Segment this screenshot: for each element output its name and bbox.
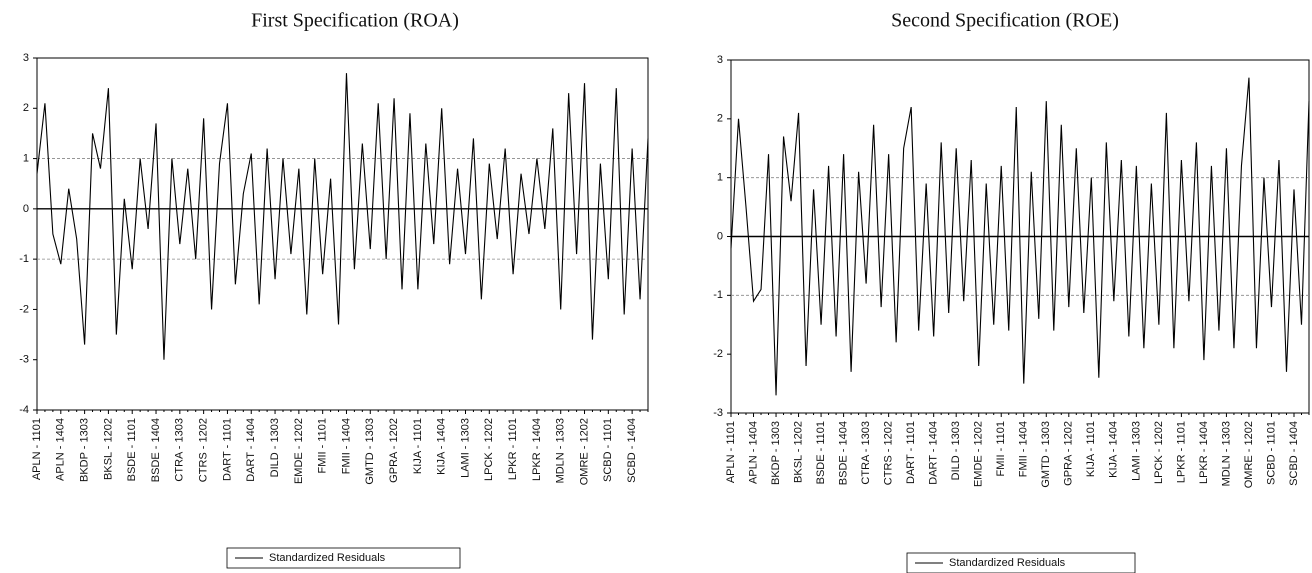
legend-box xyxy=(906,552,1136,573)
x-tick-label: CTRA - 1303 xyxy=(174,418,186,482)
x-tick-label: EMDE - 1202 xyxy=(973,421,985,487)
x-tick-label: LPKR - 1101 xyxy=(507,418,519,480)
x-tick-label: GPRA - 1202 xyxy=(388,418,400,483)
x-tick-label: LPCK - 1202 xyxy=(483,418,495,481)
y-tick-label: 2 xyxy=(717,113,723,125)
legend-label: Standardized Residuals xyxy=(269,552,386,564)
x-tick-label: SCBD - 1404 xyxy=(1288,421,1300,486)
y-tick-label: -4 xyxy=(19,404,29,416)
x-tick-label: FMII - 1101 xyxy=(317,418,329,473)
y-tick-label: 0 xyxy=(23,203,29,215)
chart-title: Second Specification (ROE) xyxy=(891,10,1119,32)
x-tick-label: KIJA - 1404 xyxy=(436,418,448,475)
x-tick-label: GMTD - 1303 xyxy=(1040,421,1052,488)
x-tick-label: DART - 1101 xyxy=(905,421,917,484)
x-tick-label: DART - 1404 xyxy=(245,418,257,482)
x-tick-label: EMDE - 1202 xyxy=(293,418,305,484)
y-tick-label: -2 xyxy=(713,348,723,360)
x-tick-label: SCBD - 1101 xyxy=(602,418,614,482)
x-tick-label: BSDE - 1404 xyxy=(150,418,162,482)
x-tick-label: DART - 1101 xyxy=(221,418,233,481)
y-tick-label: 1 xyxy=(23,152,29,164)
plot-frame xyxy=(36,57,649,411)
x-tick-label: LAMI - 1303 xyxy=(459,418,471,478)
x-tick-label: FMII - 1101 xyxy=(995,421,1007,476)
x-tick-label: APLN - 1101 xyxy=(725,421,737,483)
x-tick-label: BKDP - 1303 xyxy=(79,418,91,482)
x-tick-label: KIJA - 1101 xyxy=(412,418,424,474)
x-tick-label: GMTD - 1303 xyxy=(364,418,376,485)
series-line xyxy=(36,73,649,360)
x-tick-label: KIJA - 1101 xyxy=(1085,421,1097,477)
x-tick-label: BSDE - 1101 xyxy=(126,418,138,481)
legend-label: Standardized Residuals xyxy=(949,557,1066,569)
y-tick-label: -1 xyxy=(713,289,723,301)
x-tick-label: SCBD - 1101 xyxy=(1265,421,1277,485)
y-tick-label: -3 xyxy=(19,354,29,366)
legend-box xyxy=(226,547,461,569)
x-tick-label: FMII - 1404 xyxy=(1018,421,1030,477)
x-tick-label: APLN - 1404 xyxy=(55,418,67,481)
y-tick-label: -1 xyxy=(19,253,29,265)
x-tick-label: CTRA - 1303 xyxy=(860,421,872,485)
x-tick-label: GPRA - 1202 xyxy=(1063,421,1075,486)
x-tick-label: OMRE - 1202 xyxy=(1243,421,1255,488)
x-tick-label: MDLN - 1303 xyxy=(1220,421,1232,486)
x-tick-label: DART - 1404 xyxy=(928,421,940,485)
y-tick-label: 3 xyxy=(23,52,29,64)
x-tick-label: OMRE - 1202 xyxy=(578,418,590,485)
x-tick-label: BKSL - 1202 xyxy=(102,418,114,480)
x-tick-label: DILD - 1303 xyxy=(950,421,962,480)
x-tick-label: DILD - 1303 xyxy=(269,418,281,477)
x-tick-label: BSDE - 1101 xyxy=(815,421,827,484)
y-tick-label: 3 xyxy=(717,54,723,66)
y-tick-label: 1 xyxy=(717,172,723,184)
y-tick-label: -2 xyxy=(19,303,29,315)
x-tick-label: BKDP - 1303 xyxy=(770,421,782,485)
x-tick-label: MDLN - 1303 xyxy=(555,418,567,483)
y-tick-label: 2 xyxy=(23,102,29,114)
x-tick-label: CTRS - 1202 xyxy=(198,418,210,482)
x-tick-label: APLN - 1101 xyxy=(31,418,43,480)
x-tick-label: LPKR - 1404 xyxy=(1198,421,1210,484)
x-tick-label: SCBD - 1404 xyxy=(626,418,638,483)
x-tick-label: LPKR - 1101 xyxy=(1175,421,1187,483)
x-tick-label: LAMI - 1303 xyxy=(1130,421,1142,481)
x-tick-label: FMII - 1404 xyxy=(340,418,352,474)
series-line xyxy=(730,77,1310,396)
x-tick-label: LPKR - 1404 xyxy=(531,418,543,481)
chart-title: First Specification (ROA) xyxy=(251,10,459,32)
x-tick-label: LPCK - 1202 xyxy=(1153,421,1165,484)
x-tick-label: CTRS - 1202 xyxy=(883,421,895,485)
x-tick-label: KIJA - 1404 xyxy=(1108,421,1120,478)
x-tick-label: BSDE - 1404 xyxy=(838,421,850,485)
y-tick-label: 0 xyxy=(717,230,723,242)
y-tick-label: -3 xyxy=(713,407,723,419)
x-tick-label: BKSL - 1202 xyxy=(792,421,804,483)
x-tick-label: APLN - 1404 xyxy=(747,421,759,484)
